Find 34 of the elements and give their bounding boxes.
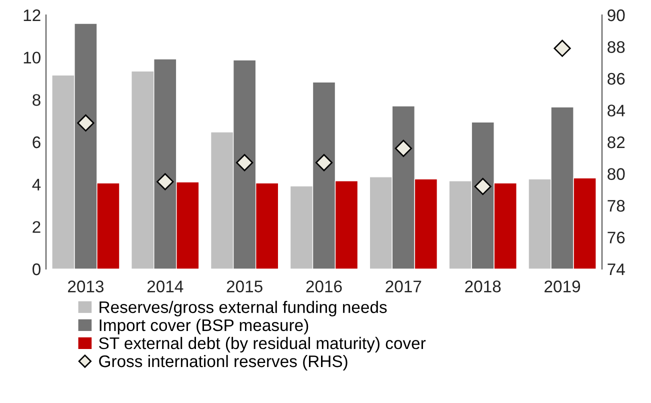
y2-tick-label: 78: [608, 200, 625, 212]
x-tick-label: 2013: [68, 280, 104, 292]
y2-tick-label: 86: [608, 72, 625, 85]
x-tick-label: 2016: [306, 280, 342, 292]
y-tick-label: 2: [32, 221, 40, 233]
point: [236, 154, 254, 172]
y2-tick-label: 88: [608, 41, 625, 53]
y2-tick-label: 84: [608, 104, 625, 116]
point: [77, 114, 94, 132]
y-tick-label: 12: [24, 9, 40, 22]
x-tick-label: 2019: [544, 280, 580, 292]
y-tick-label: 4: [32, 178, 41, 190]
y-tick-label: 0: [32, 263, 40, 276]
y-tick-label: 6: [32, 136, 40, 148]
x-tick-label: 2018: [465, 280, 501, 292]
y2-tick-label: 90: [608, 9, 625, 22]
y-tick-label: 8: [32, 94, 40, 106]
y-tick-label: 10: [24, 52, 40, 64]
legend-label: ST external debt (by residual maturity) cover: [99, 336, 426, 352]
point: [315, 154, 333, 172]
y2-tick-label: 76: [608, 232, 625, 244]
y2-tick-label: 82: [608, 136, 625, 148]
y2-tick-label: 74: [608, 264, 625, 276]
legend-label: Import cover (BSP measure): [100, 318, 308, 334]
legend-label: Gross internationl reserves (RHS): [99, 354, 348, 370]
y2-tick-label: 80: [608, 168, 625, 180]
point: [394, 140, 412, 157]
point: [474, 178, 492, 195]
x-tick-label: 2014: [147, 280, 184, 292]
x-tick-label: 2017: [386, 280, 422, 292]
point: [554, 40, 571, 57]
point: [156, 173, 174, 190]
x-tick-label: 2015: [226, 280, 262, 292]
legend-label: Reserves/gross external funding needs: [100, 300, 387, 316]
